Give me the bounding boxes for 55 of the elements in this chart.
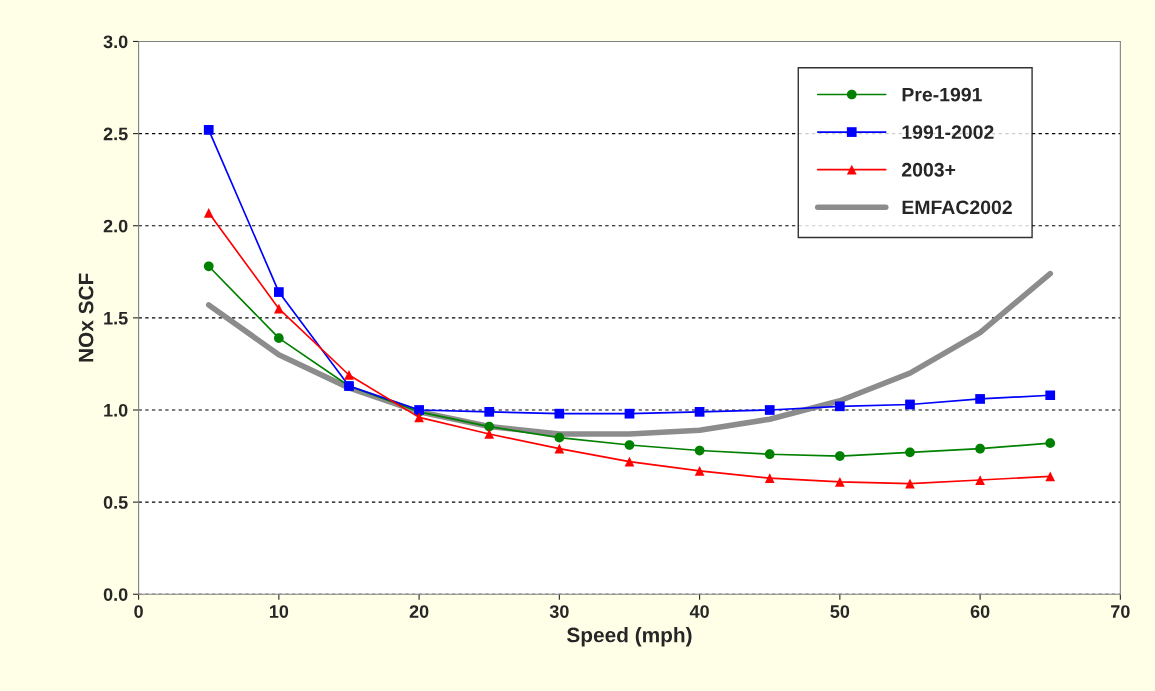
point <box>1045 471 1056 482</box>
point <box>975 475 985 485</box>
point <box>203 207 214 218</box>
x-tick-label: 10 <box>269 605 289 618</box>
point <box>764 405 775 415</box>
x-tick-label: 50 <box>830 605 850 618</box>
y-tick-label: 2.0 <box>103 219 128 233</box>
x-tick-label: 40 <box>689 605 709 618</box>
x-tick-label: 60 <box>970 605 990 618</box>
x-tick-label: 70 <box>1111 605 1130 618</box>
point <box>344 370 354 380</box>
point <box>834 401 845 412</box>
y-tick-label: 1.5 <box>104 311 128 325</box>
point <box>273 287 284 297</box>
legend-label: EMFAC2002 <box>902 200 1012 215</box>
point <box>1045 438 1056 449</box>
x-tick-label: 0 <box>134 605 143 618</box>
legend-label: 2003+ <box>902 162 956 177</box>
y-tick-label: 0.0 <box>103 588 128 601</box>
point <box>624 440 635 450</box>
point <box>694 445 705 456</box>
point <box>905 447 915 458</box>
legend-label: 1991-2002 <box>902 125 994 140</box>
x-tick-label: 30 <box>549 605 569 618</box>
x-axis-title: Speed (mph) <box>567 627 692 647</box>
point <box>834 477 845 487</box>
y-tick-label: 2.5 <box>103 127 128 141</box>
point <box>484 406 495 417</box>
point <box>1045 390 1056 401</box>
y-tick-label: 0.5 <box>103 496 128 509</box>
point <box>905 478 915 489</box>
point <box>273 303 284 314</box>
point <box>694 465 705 476</box>
point <box>975 443 985 454</box>
point <box>764 449 775 460</box>
y-axis-title: NOx SCF <box>78 273 94 362</box>
legend-label: Pre-1991 <box>902 87 982 102</box>
point <box>975 394 985 404</box>
point <box>834 451 845 461</box>
point <box>203 261 214 272</box>
point <box>554 443 565 454</box>
point <box>624 408 635 419</box>
point <box>764 473 775 484</box>
point <box>273 333 284 343</box>
y-tick-label: 1.0 <box>104 403 128 417</box>
point <box>203 125 214 135</box>
point <box>554 432 565 443</box>
point <box>484 421 495 432</box>
point <box>905 399 915 410</box>
x-tick-label: 20 <box>409 605 429 618</box>
point <box>554 408 565 419</box>
point <box>414 412 424 423</box>
point <box>484 429 495 439</box>
point <box>694 406 705 417</box>
y-tick-label: 3.0 <box>103 35 128 49</box>
